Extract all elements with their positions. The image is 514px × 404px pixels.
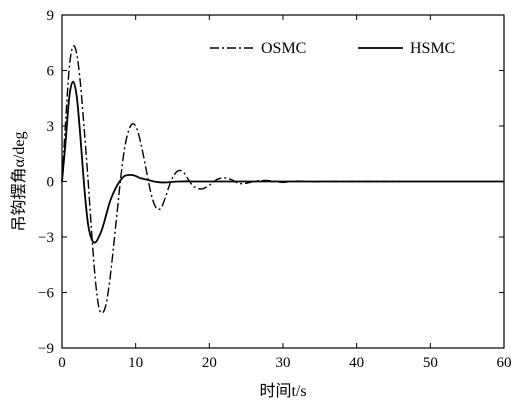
x-tick-label: 20 [202,355,217,371]
x-axis-title: 时间t/s [259,382,306,400]
y-tick-label: −9 [38,341,54,357]
y-tick-label: 0 [47,175,55,191]
x-tick-label: 0 [58,355,66,371]
axis-ticks: 0 10 20 30 40 50 60 −9 −6 −3 0 3 6 9 [38,8,511,371]
y-tick-label: 9 [47,8,55,24]
x-tick-label: 30 [276,355,291,371]
y-tick-label: −3 [38,230,54,246]
series-line-hsmc [61,80,504,244]
y-tick-label: −6 [38,286,54,302]
legend: OSMC HSMC [210,40,455,57]
legend-hsmc-label: HSMC [410,40,455,57]
x-tick-label: 50 [423,355,438,371]
x-tick-label: 40 [349,355,364,371]
y-axis-title: 吊钩摆角α/deg [10,132,28,232]
series-lines [61,45,504,314]
legend-osmc-label: OSMC [261,40,306,57]
x-tick-label: 60 [497,355,512,371]
y-tick-label: 6 [47,64,55,80]
y-tick-label: 3 [47,119,55,135]
series-line-osmc [61,45,401,314]
x-tick-label: 10 [128,355,143,371]
